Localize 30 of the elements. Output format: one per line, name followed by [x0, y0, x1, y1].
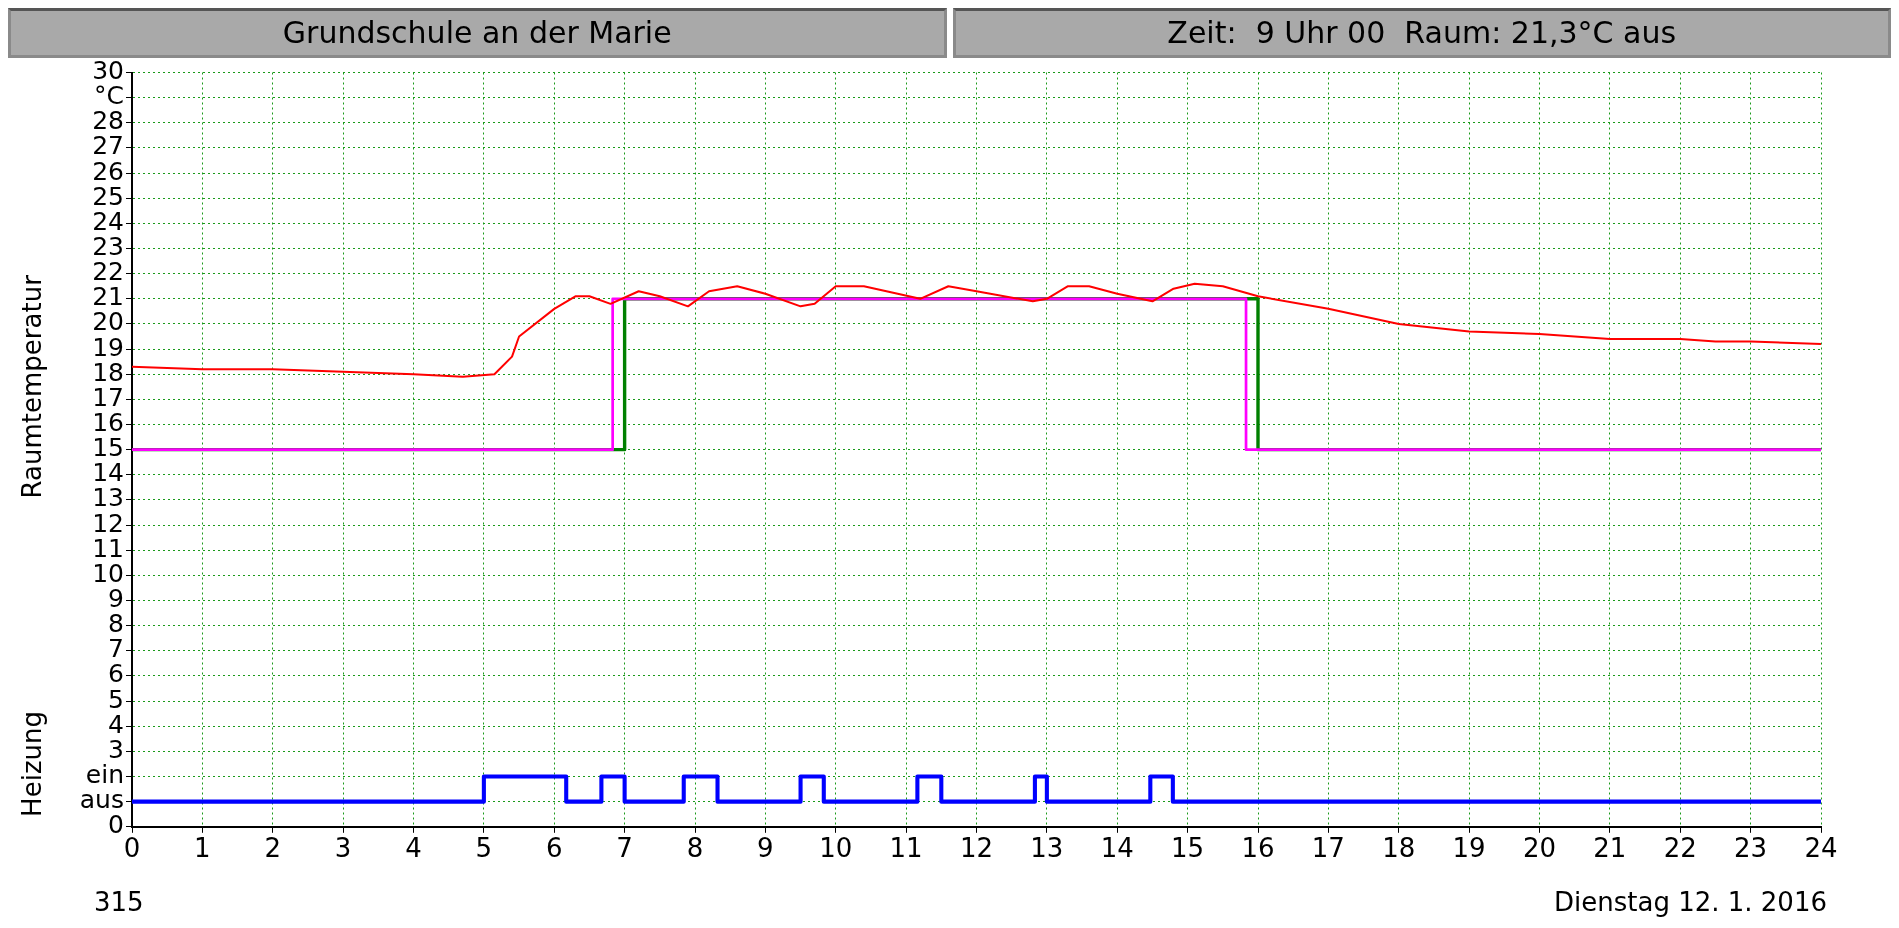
- y-axis-title: Raumtemperatur: [16, 274, 47, 499]
- x-tick-label: 6: [545, 833, 563, 864]
- x-tick-label: 12: [959, 833, 994, 864]
- x-tick-label: 15: [1171, 833, 1205, 864]
- x-tick-label: 3: [334, 833, 352, 864]
- x-tick-label: 24: [1804, 833, 1838, 864]
- text: Heizung: [16, 711, 47, 817]
- text: Dienstag 12. 1. 2016: [1553, 886, 1827, 917]
- x-tick-label: 11: [889, 833, 923, 864]
- x-tick-label: 7: [616, 833, 633, 864]
- x-tick-label: 21: [1593, 833, 1627, 864]
- x-tick-label: 4: [405, 833, 422, 864]
- x-tick-label: 13: [1030, 833, 1064, 864]
- x-tick-label: 10: [819, 833, 853, 864]
- x-tick-label: 19: [1452, 833, 1486, 864]
- x-tick-label: 20: [1522, 833, 1557, 864]
- x-tick-label: 9: [757, 833, 774, 864]
- chart-title: Grundschule an der Marie: [282, 15, 672, 50]
- x-tick-label: 23: [1734, 833, 1768, 864]
- x-tick-label: 8: [686, 833, 704, 864]
- x-tick-label: 14: [1100, 833, 1134, 864]
- x-tick-label: 17: [1311, 833, 1345, 864]
- chart-subtitle: Zeit: 9 Uhr 00 Raum: 21,3°C aus: [952, 8, 1891, 58]
- x-tick-label: 16: [1241, 833, 1275, 864]
- x-tick-label: 22: [1663, 833, 1697, 864]
- x-tick-label: 2: [264, 833, 282, 864]
- text: 315: [94, 886, 144, 917]
- x-tick-label: 18: [1382, 833, 1416, 864]
- x-tick-label: 5: [475, 833, 493, 864]
- x-tick-label: 1: [194, 833, 211, 864]
